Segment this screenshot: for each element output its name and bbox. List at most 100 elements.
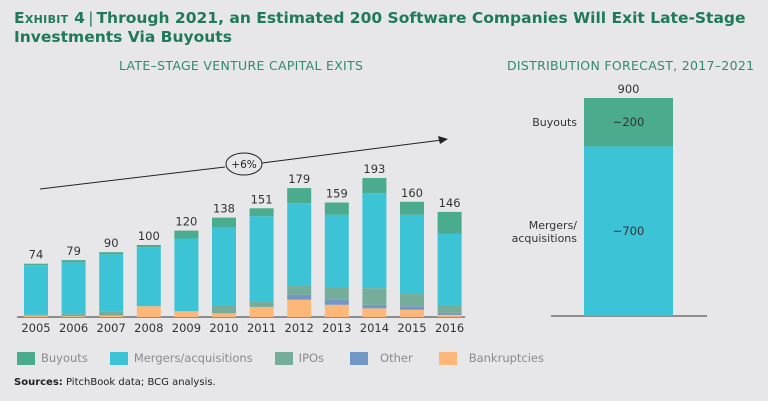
legend: Buyouts Mergers/acquisitions IPOs Other … <box>17 351 566 365</box>
bar-segment-bankruptcies <box>400 309 424 317</box>
title-separator: | <box>88 9 94 27</box>
growth-annotation: +6% <box>231 159 256 171</box>
bar-segment-mergers-acquisitions <box>174 238 199 312</box>
forecast-total-label: 900 <box>618 82 640 96</box>
bar-segment-bankruptcies <box>287 299 312 317</box>
bar-segment-bankruptcies <box>174 311 199 317</box>
exhibit-title: Exhibit 4 | Through 2021, an Estimated 200… <box>14 9 764 47</box>
bar-segment-buyouts <box>136 245 161 248</box>
bar-segment-buyouts <box>324 202 349 215</box>
legend-swatch-ipos <box>274 351 293 365</box>
bar-segment-other <box>437 312 462 315</box>
bar-segment-buyouts <box>249 208 274 217</box>
bar-total-label: 179 <box>288 172 310 186</box>
legend-item-ipos: IPOs <box>274 351 325 365</box>
bar-segment-other <box>324 299 349 305</box>
bar-segment-bankruptcies <box>212 313 236 317</box>
x-tick-label: 2014 <box>360 321 389 335</box>
bar-segment-mergers-acquisitions <box>249 216 274 302</box>
x-tick-label: 2015 <box>397 321 426 335</box>
bar-total-label: 151 <box>251 192 273 206</box>
bar-total-label: 100 <box>138 229 160 243</box>
bar-segment-ipos <box>437 305 462 313</box>
legend-item-other: Other <box>350 351 413 365</box>
x-tick-label: 2005 <box>21 321 50 335</box>
trend-arrow-head <box>438 136 448 144</box>
bar-total-label: 74 <box>29 248 44 262</box>
legend-swatch-bankruptcies <box>438 351 457 365</box>
bar-segment-ipos <box>249 301 274 307</box>
forecast-category-label: acquisitions <box>512 232 578 245</box>
legend-item-mergers: Mergers/acquisitions <box>109 351 253 365</box>
bar-segment-bankruptcies <box>136 306 161 317</box>
bar-segment-ipos <box>400 293 424 307</box>
bar-segment-bankruptcies <box>99 315 124 317</box>
legend-label: Mergers/acquisitions <box>133 351 253 365</box>
bar-total-label: 138 <box>213 202 235 216</box>
legend-label: IPOs <box>298 351 325 365</box>
bar-segment-other <box>400 306 424 310</box>
left-chart-title: LATE–STAGE VENTURE CAPITAL EXITS <box>119 58 364 73</box>
bar-segment-ipos <box>99 311 124 316</box>
bar-segment-mergers-acquisitions <box>136 247 161 307</box>
bar-segment-ipos <box>61 314 86 317</box>
bar-segment-mergers-acquisitions <box>99 254 124 312</box>
forecast-category-label: Mergers/ <box>529 219 578 232</box>
bar-total-label: 90 <box>104 236 119 250</box>
sources-text: PitchBook data; BCG analysis. <box>65 377 216 388</box>
annotation-ellipse <box>225 152 263 176</box>
bar-segment-mergers-acquisitions <box>212 227 236 306</box>
x-tick-label: 2012 <box>285 321 314 335</box>
forecast-value-label: ~700 <box>613 224 645 238</box>
bar-segment-mergers-acquisitions <box>400 214 424 294</box>
bar-segment-buyouts <box>99 252 124 255</box>
x-tick-label: 2010 <box>209 321 238 335</box>
sources-note: Sources: PitchBook data; BCG analysis. <box>14 377 216 388</box>
bar-segment-ipos <box>24 314 48 316</box>
bar-segment-buyouts <box>24 263 48 266</box>
bar-segment-buyouts <box>212 217 236 228</box>
bar-segment-other <box>287 294 312 300</box>
x-tick-label: 2008 <box>134 321 163 335</box>
legend-label: Bankruptcies <box>468 351 544 365</box>
bar-segment-bankruptcies <box>61 316 86 317</box>
bar-segment-bankruptcies <box>324 304 349 317</box>
bar-segment-buyouts <box>287 188 312 204</box>
bar-segment-mergers-acquisitions <box>437 233 462 306</box>
bar-segment-bankruptcies <box>362 308 387 317</box>
bar-total-label: 193 <box>363 162 385 176</box>
bar-segment-ipos <box>287 286 312 295</box>
x-tick-label: 2013 <box>322 321 351 335</box>
exhibit-number: Exhibit 4 <box>14 9 86 27</box>
forecast-segment-mergers-acquisitions <box>584 146 673 316</box>
x-tick-label: 2007 <box>97 321 126 335</box>
bar-segment-buyouts <box>174 230 199 239</box>
forecast-segment-buyouts <box>584 98 673 147</box>
bar-segment-mergers-acquisitions <box>324 214 349 288</box>
legend-label: Buyouts <box>41 351 88 365</box>
bar-segment-bankruptcies <box>24 315 48 317</box>
trend-line-left <box>39 166 226 190</box>
right-chart-title: DISTRIBUTION FORECAST, 2017–2021 <box>507 58 755 73</box>
exhibit-title-text: Through 2021, an Estimated 200 Software … <box>14 9 746 46</box>
bar-segment-buyouts <box>61 260 86 263</box>
legend-item-buyouts: Buyouts <box>17 351 88 365</box>
bar-segment-mergers-acquisitions <box>362 193 387 289</box>
legend-item-bankruptcies: Bankruptcies <box>438 351 544 365</box>
bar-segment-buyouts <box>362 178 387 194</box>
bar-total-label: 146 <box>439 196 461 210</box>
bar-segment-ipos <box>362 288 387 305</box>
bar-total-label: 160 <box>401 186 423 200</box>
bar-segment-buyouts <box>437 211 462 234</box>
x-tick-label: 2011 <box>247 321 276 335</box>
bar-total-label: 159 <box>326 187 348 201</box>
legend-swatch-buyouts <box>17 351 35 365</box>
sources-label: Sources: <box>14 377 63 388</box>
bar-segment-mergers-acquisitions <box>24 265 48 315</box>
bar-total-label: 79 <box>66 244 81 258</box>
forecast-value-label: ~200 <box>613 115 645 129</box>
x-tick-label: 2009 <box>172 321 201 335</box>
x-tick-label: 2016 <box>435 321 464 335</box>
trend-line-right <box>261 139 443 164</box>
